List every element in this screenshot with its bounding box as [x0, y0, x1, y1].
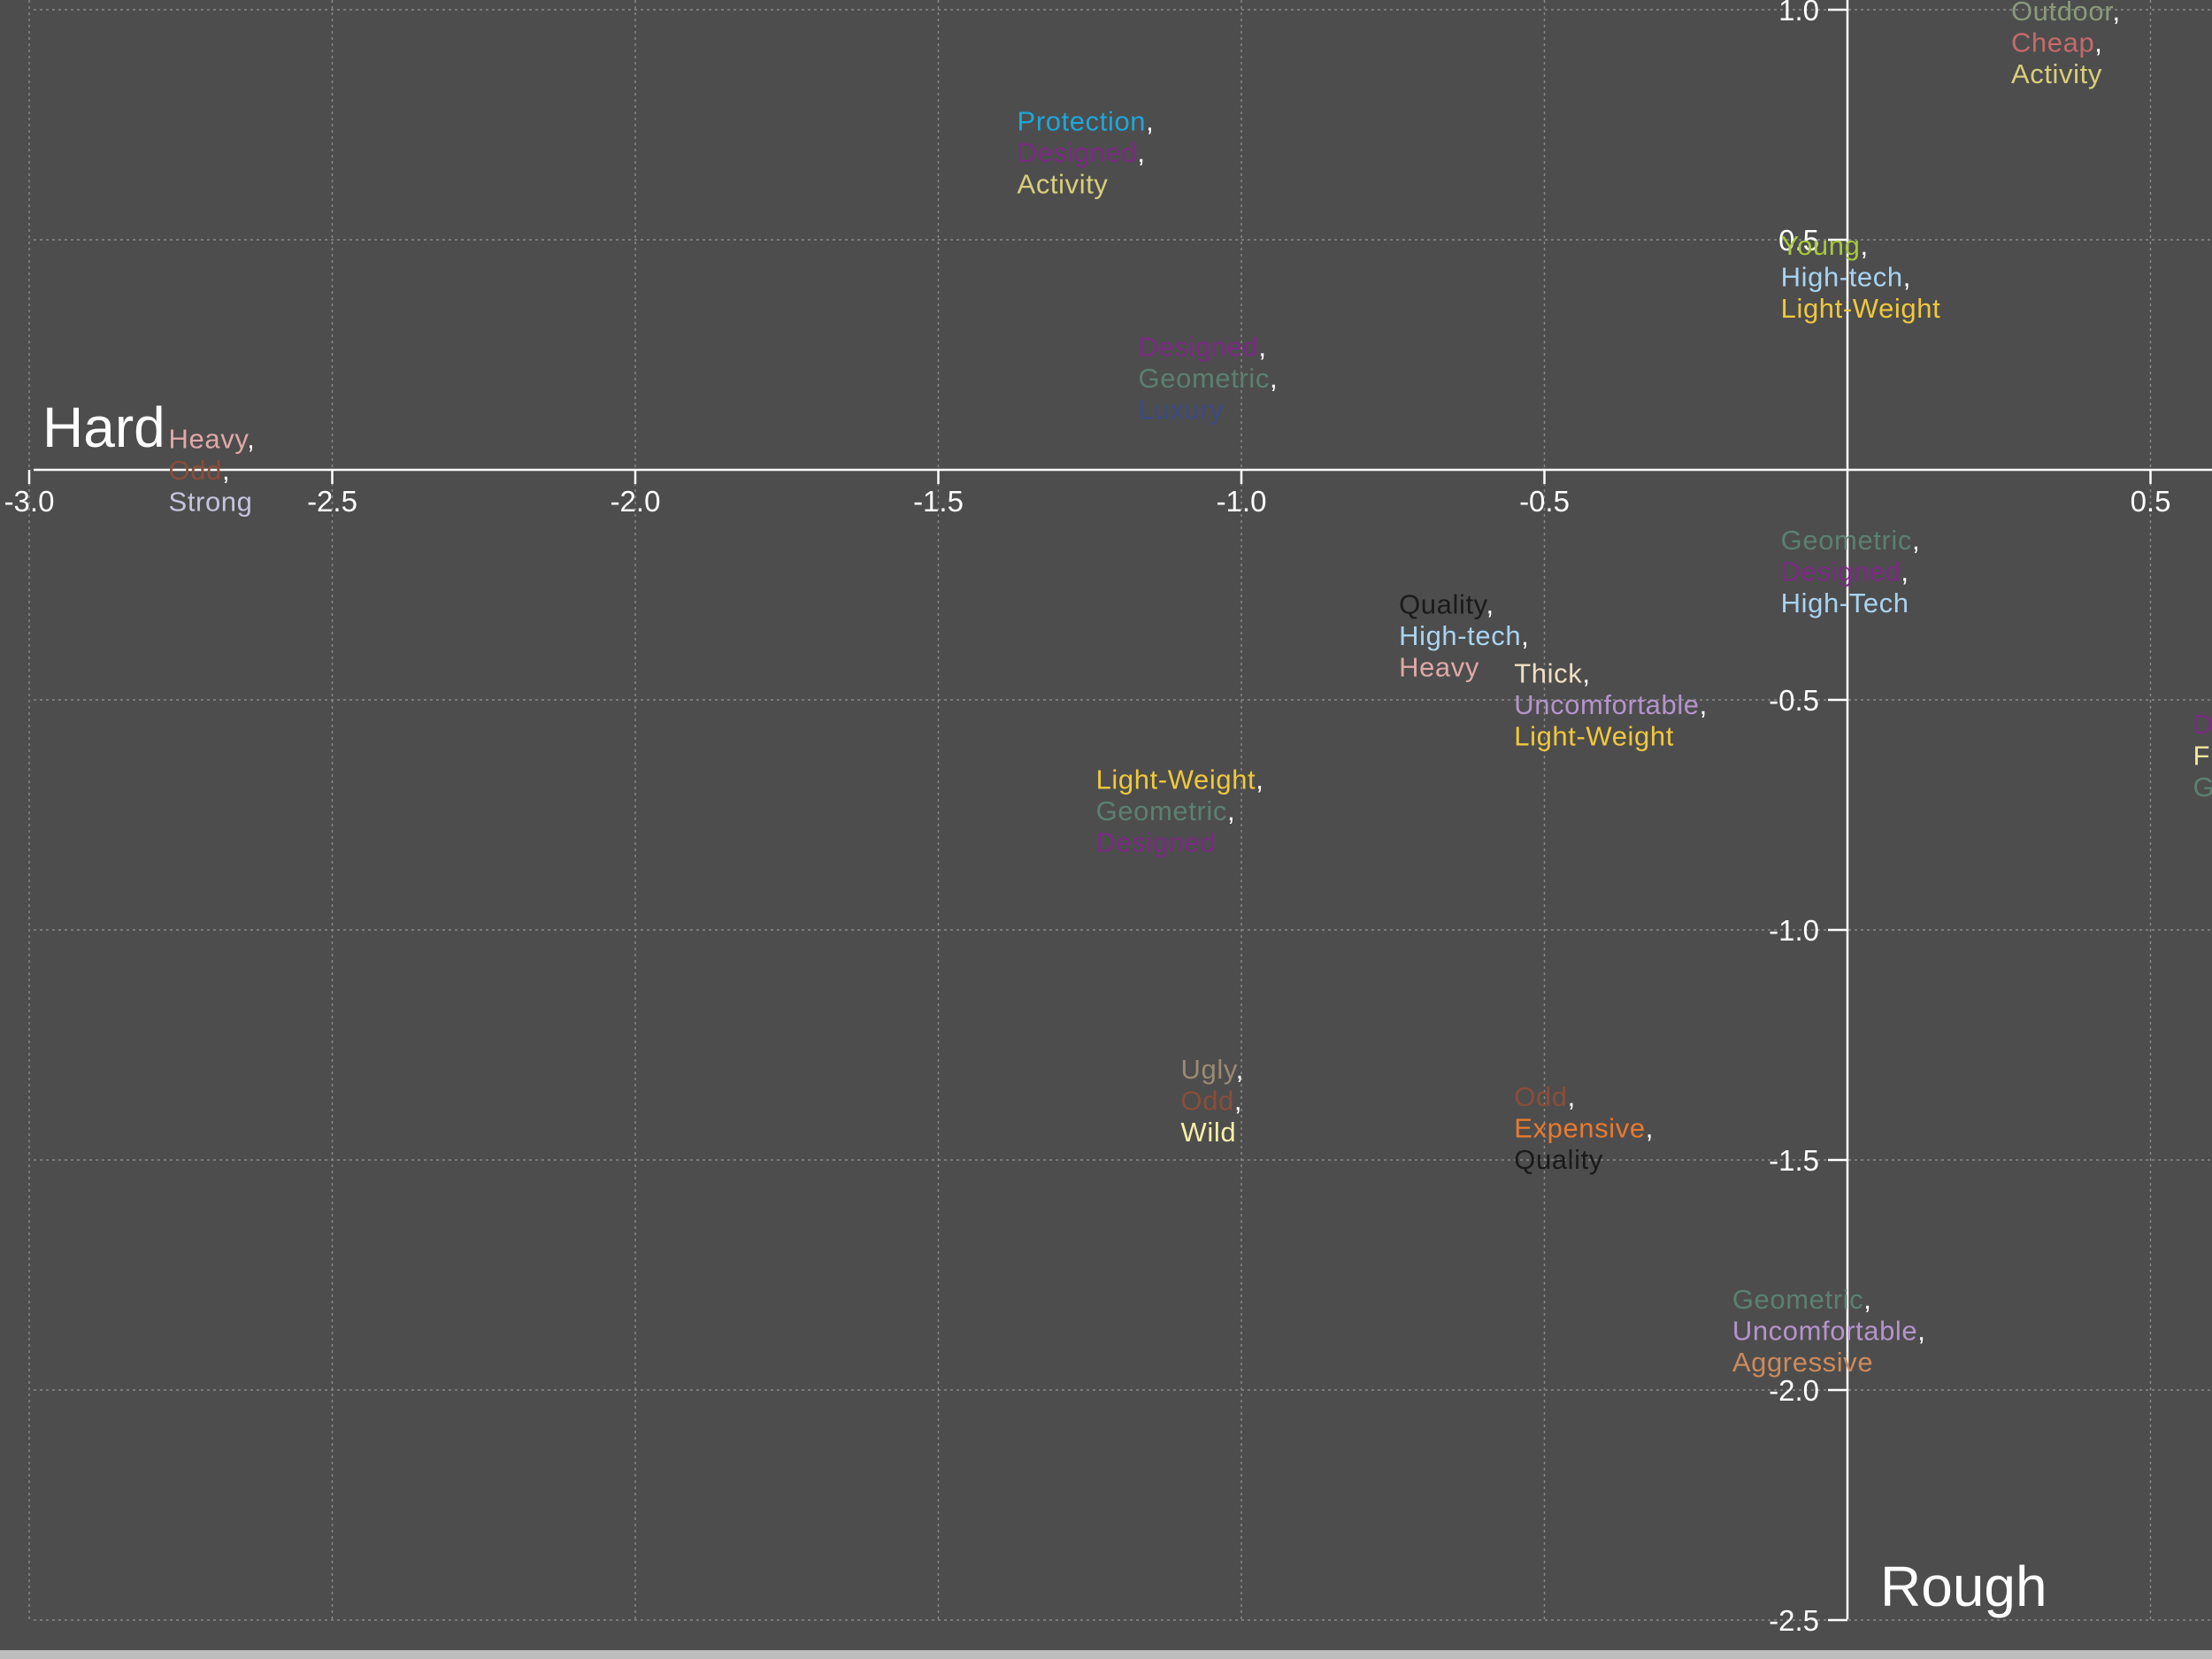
data-point-term: Light-Weight	[1514, 721, 1674, 752]
data-point-term: Geometric,	[1139, 363, 1279, 394]
data-point-term: Heavy,	[169, 424, 256, 455]
tick-labels: -3.0 -2.5 -2.0 -1.5 -1.0 -0.5 0.5 1.0 0.5 -0.5 -1.…	[4, 0, 2171, 1637]
data-point-term: Geometric	[2193, 772, 2212, 803]
data-point: Young,High-tech,Light-Weight	[1781, 230, 1941, 324]
x-axis-title: Hard	[42, 396, 165, 459]
data-point: Thick,Uncomfortable,Light-Weight	[1514, 658, 1708, 752]
x-tick-label: -2.0	[611, 485, 661, 518]
data-point-term: Activity	[2011, 58, 2102, 89]
data-point-term: Wild	[1181, 1117, 1237, 1148]
data-point-term: Designed,	[1139, 332, 1267, 363]
y-tick-label: -1.5	[1769, 1144, 1819, 1177]
data-points: HeavyProtection,Designed,ActivityOutdoor…	[169, 0, 2212, 1378]
bottom-border	[0, 1650, 2212, 1659]
x-tick-label: -2.5	[307, 485, 357, 518]
y-tick-label: 0.5	[1778, 224, 1819, 257]
data-point: Outdoor,Cheap,Activity	[2011, 0, 2121, 89]
y-tick-label: 1.0	[1778, 0, 1819, 27]
data-point-term: Activity	[1018, 169, 1109, 200]
data-point-term: Cheap,	[2011, 27, 2103, 58]
data-point-term: Expensive,	[1514, 1113, 1654, 1144]
x-tick-label: -1.0	[1217, 485, 1267, 518]
data-point: Ugly,Odd,Wild	[1181, 1054, 1244, 1148]
data-point-term: High-tech,	[1781, 262, 1911, 293]
data-point-term: Outdoor,	[2011, 0, 2121, 27]
data-point-term: Quality	[1514, 1144, 1603, 1175]
data-point: Geometric,Designed,High-Tech	[1781, 525, 1921, 618]
data-point-term: High-tech,	[1399, 620, 1529, 651]
data-point-term: Odd,	[1514, 1081, 1576, 1112]
data-point: Light-Weight,Geometric,Designed	[1096, 764, 1264, 857]
y-tick-label: -2.5	[1769, 1604, 1819, 1637]
x-tick-label: -1.5	[913, 485, 964, 518]
y-tick-label: -0.5	[1769, 684, 1819, 717]
data-point: Heavy,Odd,Strong	[169, 424, 256, 518]
y-axis-title: Rough	[1880, 1555, 2047, 1618]
data-point-term: Odd,	[1181, 1085, 1243, 1116]
y-tick-label: -1.0	[1769, 914, 1819, 947]
data-point-term: Thick,	[1514, 658, 1590, 689]
data-point-term: High-Tech	[1781, 588, 1909, 618]
data-point-term: Geometric,	[1096, 795, 1236, 826]
data-point-term: Designed,	[2193, 709, 2212, 740]
data-point: Protection,Designed,Activity	[1018, 106, 1155, 200]
data-point-term: Designed,	[1018, 137, 1146, 168]
data-point-term: Quality,	[1399, 589, 1494, 620]
data-point-term: Geometric,	[1781, 525, 1921, 556]
data-point-term: Uncomfortable,	[1514, 689, 1708, 720]
axes	[27, 0, 2212, 1622]
data-point-term: Designed	[1096, 826, 1217, 857]
data-point-term: Ugly,	[1181, 1054, 1244, 1085]
data-point-term: Strong	[169, 487, 253, 518]
data-point-term: Geometric,	[1732, 1284, 1872, 1315]
data-point-term: Young,	[1781, 230, 1869, 261]
data-point-term: Light-Weight	[1781, 293, 1941, 324]
data-point-term: Odd,	[169, 455, 231, 486]
data-point-term: Aggressive	[1732, 1347, 1873, 1378]
data-point-term: Designed,	[1781, 556, 1909, 587]
data-point-term: Fresh,	[2193, 740, 2212, 771]
x-tick-label: -3.0	[4, 485, 55, 518]
x-tick-label: -0.5	[1519, 485, 1570, 518]
data-point: Odd,Expensive,Quality	[1514, 1081, 1654, 1175]
data-point: Designed,Fresh,Geometric	[2193, 709, 2212, 803]
data-point: Geometric,Uncomfortable,Aggressive	[1732, 1284, 1926, 1378]
data-point-term: Luxury	[1139, 395, 1225, 426]
data-point-term: Protection,	[1018, 106, 1155, 137]
data-point: Quality,High-tech,Heavy	[1399, 589, 1529, 683]
data-point-term: Heavy	[1399, 652, 1479, 683]
data-point-term: Uncomfortable,	[1732, 1315, 1926, 1346]
y-tick-label: -2.0	[1769, 1374, 1819, 1407]
data-point: Designed,Geometric,Luxury	[1139, 332, 1279, 426]
x-tick-label: 0.5	[2131, 485, 2171, 518]
data-point-term: Light-Weight,	[1096, 764, 1264, 795]
